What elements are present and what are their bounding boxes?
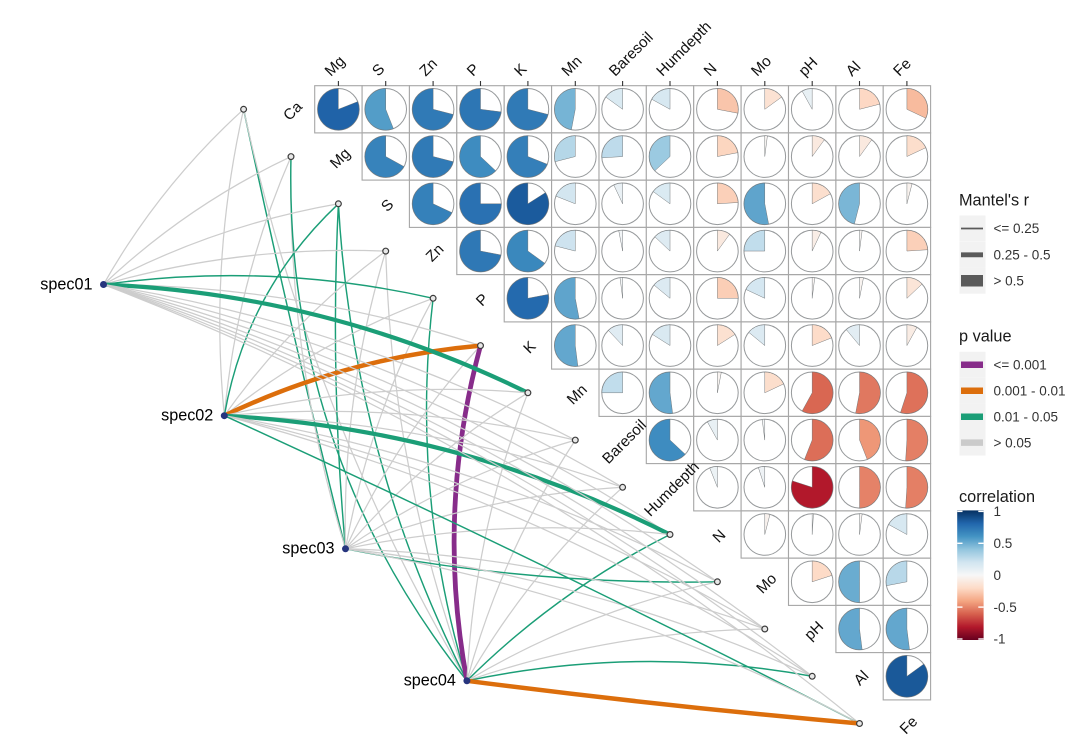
svg-text:0.5: 0.5 [994,536,1013,551]
svg-text:> 0.05: > 0.05 [994,435,1032,450]
svg-text:spec03: spec03 [282,540,334,558]
svg-text:Mantel's r: Mantel's r [959,192,1030,210]
svg-text:> 0.5: > 0.5 [994,273,1024,288]
svg-text:spec04: spec04 [404,672,456,690]
svg-text:<= 0.25: <= 0.25 [994,221,1040,236]
svg-text:0.01 - 0.05: 0.01 - 0.05 [994,409,1059,424]
svg-text:p value: p value [959,328,1012,346]
svg-text:correlation: correlation [959,488,1035,506]
svg-text:0: 0 [994,568,1002,583]
svg-text:-0.5: -0.5 [994,600,1017,615]
svg-text:spec01: spec01 [40,275,92,293]
svg-text:0.001 - 0.01: 0.001 - 0.01 [994,384,1066,399]
svg-text:-1: -1 [994,632,1006,647]
svg-text:0.25 - 0.5: 0.25 - 0.5 [994,248,1051,263]
svg-text:spec02: spec02 [161,407,213,425]
svg-text:<= 0.001: <= 0.001 [994,358,1047,373]
svg-text:1: 1 [994,504,1002,519]
